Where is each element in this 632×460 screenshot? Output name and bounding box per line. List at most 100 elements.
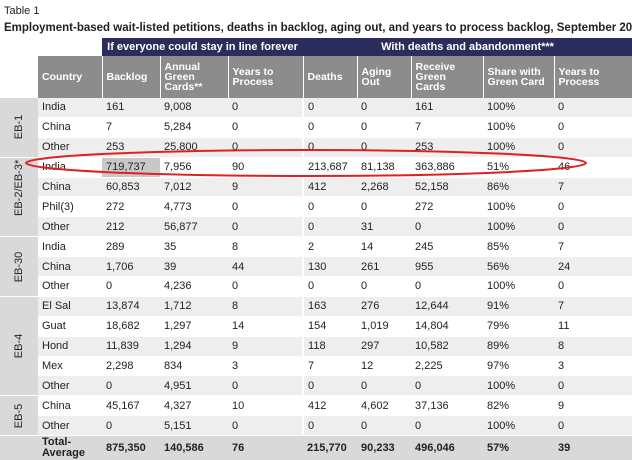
cell: 161 xyxy=(411,98,484,118)
cell: 91% xyxy=(483,296,555,317)
cell: 52,158 xyxy=(411,177,484,198)
row: EB-30 India 289 35 8 2 14 245 85% 7 xyxy=(0,236,632,297)
total-cell: 875,350 xyxy=(102,435,160,460)
cell: 11 xyxy=(554,316,632,337)
cell: 86% xyxy=(483,177,555,198)
cell: Other xyxy=(38,137,102,158)
cell: 4,236 xyxy=(160,276,228,297)
cell: 0 xyxy=(357,196,412,218)
cell: 89% xyxy=(483,336,555,357)
cell: 14 xyxy=(357,236,412,258)
cell: 834 xyxy=(160,356,228,377)
row: Mex 2,298 834 3 7 12 2,225 97% 3 xyxy=(0,356,632,377)
cell: 4,602 xyxy=(357,395,412,417)
cell: India xyxy=(38,236,102,258)
row: Other 0 4,951 0 0 0 0 100% 0 xyxy=(0,375,632,397)
cell: 261 xyxy=(357,256,412,278)
cell: 1,712 xyxy=(160,296,228,317)
cell: 0 xyxy=(554,276,632,297)
cell: Other xyxy=(38,375,102,397)
cell: 0 xyxy=(102,415,160,437)
cell: 39 xyxy=(160,256,228,278)
cell: El Sal xyxy=(38,296,102,317)
cell: 25,800 xyxy=(160,137,228,158)
total-cell: 215,770 xyxy=(303,435,358,460)
row: EB-2/EB-3* India 719,737 7,956 90 213,687 81,1… xyxy=(0,157,632,238)
cell: 0 xyxy=(228,415,304,437)
cell: 2,298 xyxy=(102,356,160,377)
cell: 0 xyxy=(228,276,304,297)
column-header: Share with Green Card xyxy=(483,56,555,98)
row: China 7 5,284 0 0 0 7 100% 0 xyxy=(0,117,632,138)
cell: 412 xyxy=(302,177,358,198)
group-label-cell: EB-30 xyxy=(0,236,38,297)
cell: 4,327 xyxy=(160,395,228,417)
total-cell: 57% xyxy=(483,435,555,460)
cell: 0 xyxy=(102,375,160,397)
cell: 253 xyxy=(411,137,484,158)
cell: 100% xyxy=(483,137,555,158)
total-cell: 90,233 xyxy=(357,435,412,460)
cell: China xyxy=(38,177,102,198)
group-label: EB-4 xyxy=(13,333,25,359)
cell: 51% xyxy=(483,157,555,178)
cell: Guat xyxy=(38,316,102,337)
group-label: EB-30 xyxy=(13,251,25,282)
total-cell: 496,046 xyxy=(411,435,484,460)
cell: 90 xyxy=(228,157,304,178)
cell: 8 xyxy=(228,236,304,258)
cell: 0 xyxy=(357,137,412,158)
group-label: EB-5 xyxy=(13,403,25,428)
cell: 3 xyxy=(228,356,304,377)
cell: 4,773 xyxy=(160,196,228,218)
cell: Hond xyxy=(38,336,102,357)
group-header: With deaths and abandonment*** xyxy=(303,38,632,56)
cell: 14 xyxy=(228,316,304,337)
blank xyxy=(0,38,102,56)
total-row: Total-Average 875,350 140,586 76 215,770 90,2… xyxy=(0,435,632,460)
cell: 0 xyxy=(228,196,304,218)
row: Other 0 4,236 0 0 0 0 100% 0 xyxy=(0,276,632,297)
cell: 2 xyxy=(302,236,358,258)
cell: 7 xyxy=(102,117,160,138)
cell: 7 xyxy=(554,296,632,317)
cell: Other xyxy=(38,216,102,238)
cell: 24 xyxy=(554,256,632,278)
cell: 2,225 xyxy=(411,356,484,377)
cell: 253 xyxy=(102,137,160,158)
cell: 0 xyxy=(554,375,632,397)
cell: 245 xyxy=(411,236,484,258)
blank xyxy=(0,435,38,460)
total-cell: 140,586 xyxy=(160,435,228,460)
row: Other 212 56,877 0 0 31 0 100% 0 xyxy=(0,216,632,238)
cell: 7 xyxy=(554,177,632,198)
cell: 2,268 xyxy=(357,177,412,198)
cell: 0 xyxy=(411,216,484,238)
cell: 1,294 xyxy=(160,336,228,357)
group-label-cell: EB-4 xyxy=(0,296,38,397)
cell: China xyxy=(38,395,102,417)
cell: 56,877 xyxy=(160,216,228,238)
cell: 213,687 xyxy=(302,157,358,178)
cell: 45,167 xyxy=(102,395,160,417)
cell: 1,019 xyxy=(357,316,412,337)
cell: 82% xyxy=(483,395,555,417)
column-header: Receive Green Cards xyxy=(411,56,484,98)
cell: 100% xyxy=(483,98,555,118)
cell: China xyxy=(38,117,102,138)
cell: 212 xyxy=(102,216,160,238)
cell: 18,682 xyxy=(102,316,160,337)
cell: 0 xyxy=(302,137,358,158)
row: Other 0 5,151 0 0 0 0 100% 0 xyxy=(0,415,632,437)
cell: 163 xyxy=(302,296,358,317)
row: EB-4 El Sal 13,874 1,712 8 163 276 12,644 91% 7 xyxy=(0,296,632,397)
cell: 0 xyxy=(302,98,358,118)
cell: 0 xyxy=(228,216,304,238)
cell: China xyxy=(38,256,102,278)
row: EB-1 India 161 9,008 0 0 0 161 100% 0 xyxy=(0,98,632,158)
group-label-cell: EB-2/EB-3* xyxy=(0,157,38,238)
cell: 81,138 xyxy=(357,157,412,178)
cell: 719,737 xyxy=(102,157,160,178)
cell: India xyxy=(38,157,102,178)
cell: 0 xyxy=(302,375,358,397)
